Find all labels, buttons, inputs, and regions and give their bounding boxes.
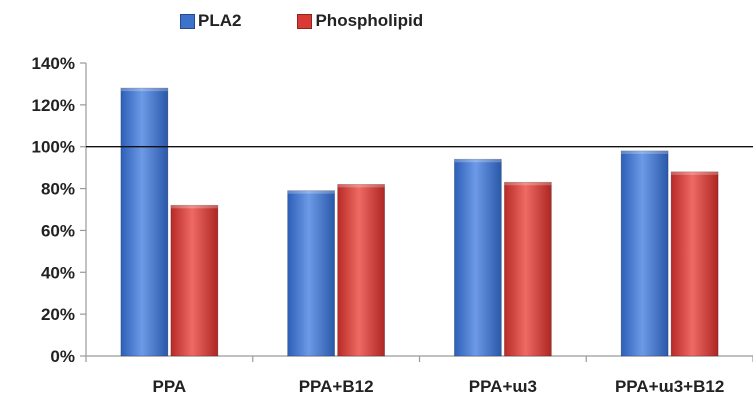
bar-pla2-0 — [120, 87, 169, 357]
y-tick-label: 140% — [32, 54, 75, 73]
x-tick-label: PPA+B12 — [299, 377, 374, 394]
y-tick-label: 100% — [32, 138, 75, 157]
bar-cap — [671, 171, 719, 175]
x-tick-label: PPA — [153, 377, 187, 394]
bar-cap — [170, 205, 218, 209]
legend: PLA2 Phospholipid — [180, 11, 423, 31]
x-tick-label: PPA+ɯ3 — [469, 377, 537, 394]
y-tick-label: 60% — [41, 221, 75, 240]
bar-cap — [454, 159, 502, 163]
y-tick-label: 80% — [41, 180, 75, 199]
bar-phospholipid-3 — [670, 171, 719, 357]
bar-cap — [120, 88, 168, 92]
bar-cap — [287, 190, 335, 194]
bar-cap — [621, 150, 669, 154]
bar-phospholipid-0 — [170, 204, 219, 357]
x-tick-label: PPA+ɯ3+B12 — [615, 377, 724, 394]
bar-pla2-3 — [620, 150, 669, 357]
bar-phospholipid-2 — [503, 181, 552, 357]
bar-pla2-2 — [453, 158, 502, 357]
legend-label-phospholipid: Phospholipid — [315, 11, 424, 30]
bar-cap — [504, 182, 552, 186]
bar-pla2-1 — [287, 190, 336, 357]
legend-label-pla2: PLA2 — [198, 11, 242, 30]
y-tick-label: 120% — [32, 96, 75, 115]
y-tick-label: 0% — [50, 347, 75, 366]
y-tick-label: 40% — [41, 263, 75, 282]
bars — [120, 87, 719, 357]
legend-swatch-pla2 — [180, 13, 195, 29]
legend-swatch-phospholipid — [297, 13, 313, 29]
bar-phospholipid-1 — [337, 183, 386, 357]
bar-cap — [337, 184, 385, 188]
legend-item-pla2: PLA2 — [180, 11, 241, 31]
legend-item-phospholipid: Phospholipid — [297, 11, 423, 31]
y-tick-label: 20% — [41, 305, 75, 324]
axis-labels: 0% 20% 40% 60% 80% 100% 120% 140% PPA PPA+B12 PPA+… — [32, 54, 725, 394]
